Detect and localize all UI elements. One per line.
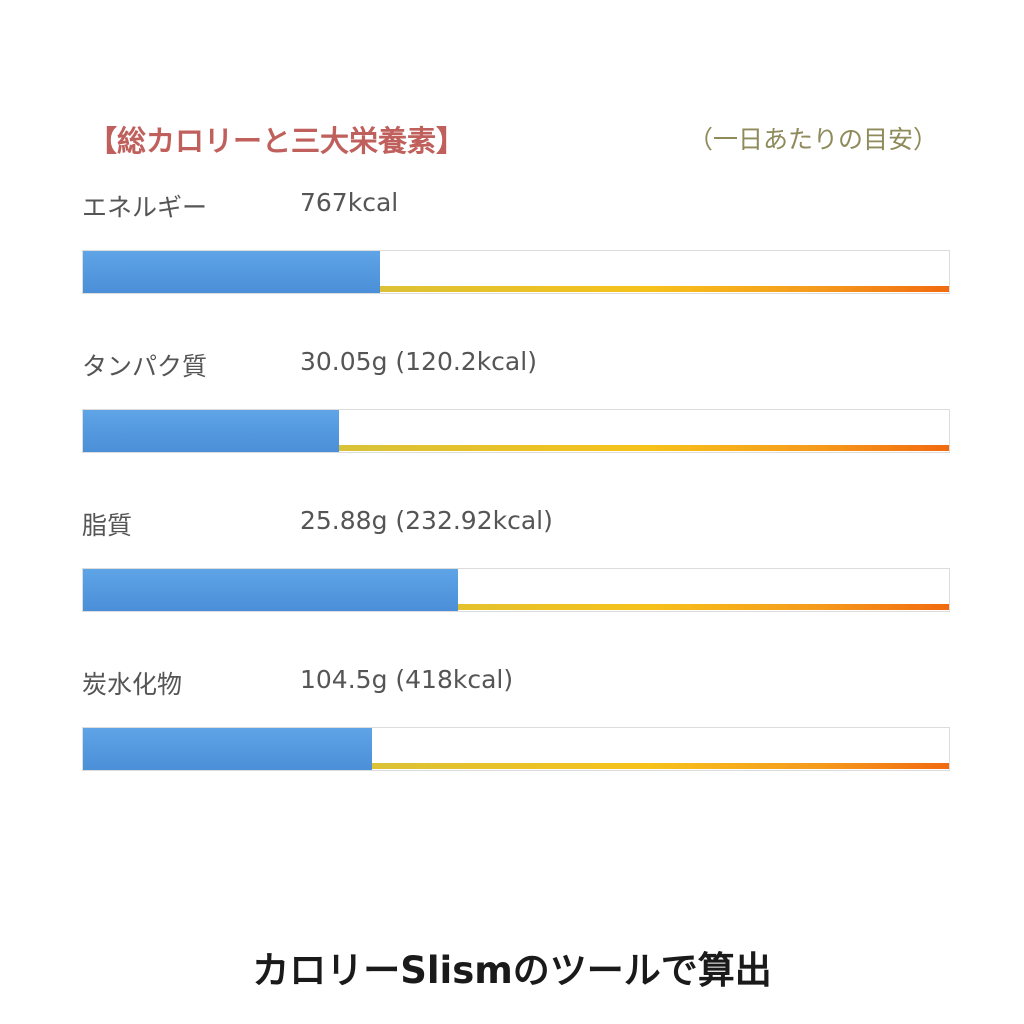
- nutrient-row: タンパク質 30.05g (120.2kcal): [82, 347, 952, 477]
- nutrient-value-label: 104.5g (418kcal): [300, 665, 514, 694]
- nutrient-value-label: 30.05g (120.2kcal): [300, 347, 537, 376]
- bar-fill: [83, 251, 380, 293]
- bar-track: [82, 727, 950, 771]
- bar-fill: [83, 728, 372, 770]
- target-gradient-line: [83, 286, 949, 292]
- bar-fill: [83, 410, 339, 452]
- nutrient-label: 炭水化物: [82, 670, 183, 699]
- nutrient-label: タンパク質: [82, 352, 208, 381]
- nutrient-row: エネルギー 767kcal: [82, 188, 952, 318]
- target-gradient-line: [83, 763, 949, 769]
- chart-subtitle: （一日あたりの目安）: [687, 125, 938, 154]
- nutrient-row: 炭水化物 104.5g (418kcal): [82, 665, 952, 795]
- bar-track: [82, 568, 950, 612]
- bar-track: [82, 409, 950, 453]
- footer-caption: カロリーSlismのツールで算出: [252, 949, 772, 992]
- target-gradient-line: [83, 445, 949, 451]
- bar-track: [82, 250, 950, 294]
- chart-title: 【総カロリーと三大栄養素】: [88, 124, 466, 158]
- nutrient-label: エネルギー: [82, 193, 208, 222]
- nutrient-label: 脂質: [82, 511, 133, 540]
- nutrient-value-label: 25.88g (232.92kcal): [300, 506, 553, 535]
- nutrient-value-label: 767kcal: [300, 188, 399, 217]
- target-gradient-line: [83, 604, 949, 610]
- bar-fill: [83, 569, 458, 611]
- nutrient-row: 脂質 25.88g (232.92kcal): [82, 506, 952, 636]
